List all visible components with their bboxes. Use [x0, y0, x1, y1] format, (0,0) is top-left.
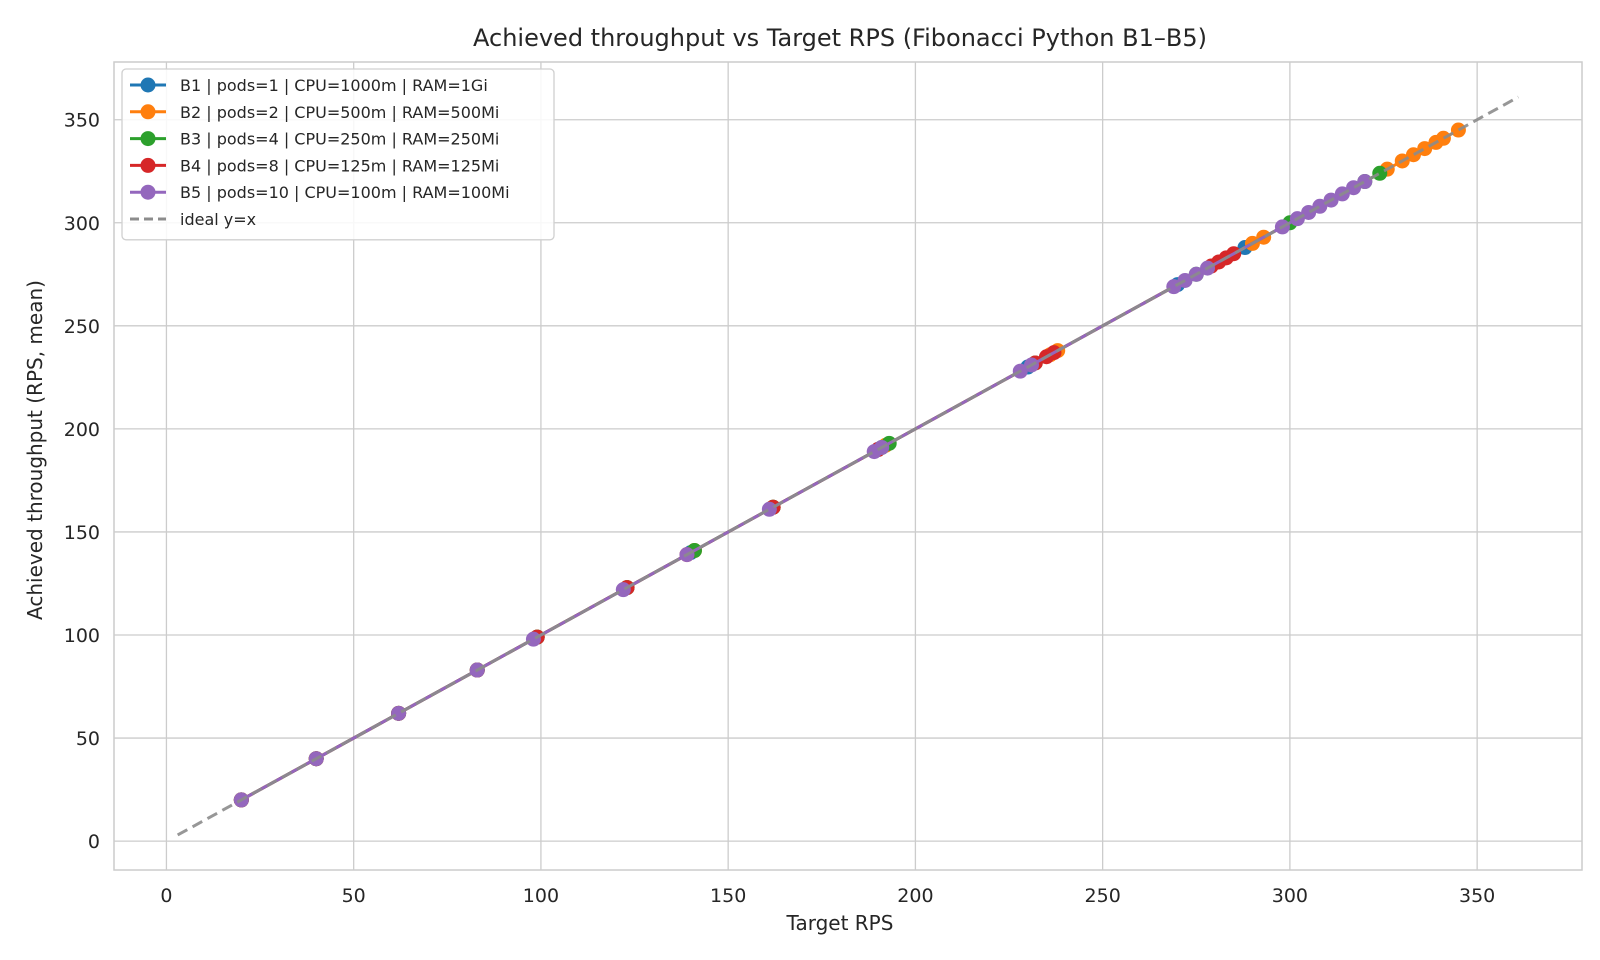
y-tick-label: 200: [64, 419, 100, 441]
legend-marker: [140, 184, 156, 200]
y-tick-label: 150: [64, 522, 100, 544]
legend-marker: [140, 77, 156, 93]
chart-title: Achieved throughput vs Target RPS (Fibon…: [473, 24, 1207, 52]
legend-label: B5 | pods=10 | CPU=100m | RAM=100Mi: [180, 183, 510, 202]
legend: B1 | pods=1 | CPU=1000m | RAM=1Gi B2 | po…: [121, 68, 555, 241]
data-point: [1372, 165, 1388, 181]
plot-area: [176, 95, 1520, 837]
x-tick-label: 350: [1459, 885, 1495, 907]
x-tick-label: 100: [523, 885, 559, 907]
data-point: [1450, 122, 1466, 138]
ideal-reference-line: [176, 95, 1520, 837]
y-tick-label: 50: [76, 728, 100, 750]
y-tick-label: 300: [64, 213, 100, 235]
x-tick-label: 50: [342, 885, 366, 907]
data-point: [525, 631, 541, 647]
grid: [114, 62, 1582, 870]
x-tick-label: 0: [160, 885, 172, 907]
legend-marker: [140, 131, 156, 147]
legend-marker: [140, 157, 156, 173]
data-point: [1357, 174, 1373, 190]
legend-box: [121, 68, 555, 241]
legend-entry: ideal y=x: [130, 210, 256, 229]
legend-entry: B3 | pods=4 | CPU=250m | RAM=250Mi: [130, 130, 499, 149]
y-tick-label: 0: [88, 831, 100, 853]
legend-entry: B4 | pods=8 | CPU=125m | RAM=125Mi: [130, 156, 499, 175]
legend-entry: B5 | pods=10 | CPU=100m | RAM=100Mi: [130, 183, 510, 202]
x-tick-label: 300: [1272, 885, 1308, 907]
x-tick-label: 150: [710, 885, 746, 907]
legend-label: B4 | pods=8 | CPU=125m | RAM=125Mi: [180, 156, 499, 175]
x-tick-label: 250: [1085, 885, 1121, 907]
y-tick-label: 350: [64, 110, 100, 132]
y-tick-label: 250: [64, 316, 100, 338]
legend-entry: B1 | pods=1 | CPU=1000m | RAM=1Gi: [130, 76, 488, 95]
x-tick-label: 200: [897, 885, 933, 907]
legend-marker: [140, 104, 156, 120]
y-axis-label: Achieved throughput (RPS, mean): [23, 280, 47, 620]
legend-label: B1 | pods=1 | CPU=1000m | RAM=1Gi: [180, 76, 488, 95]
legend-entry: B2 | pods=2 | CPU=500m | RAM=500Mi: [130, 103, 499, 122]
legend-label: B3 | pods=4 | CPU=250m | RAM=250Mi: [180, 130, 499, 149]
y-tick-label: 100: [64, 625, 100, 647]
plot-frame: [113, 61, 1583, 871]
legend-label: ideal y=x: [180, 210, 256, 229]
axes: [113, 61, 1583, 871]
tick-labels: 0 50 100 150 200 250 300 350 0 50 100 150 200 250 300 3…: [64, 110, 1496, 907]
legend-label: B2 | pods=2 | CPU=500m | RAM=500Mi: [180, 103, 499, 122]
x-axis-label: Target RPS: [786, 911, 894, 935]
data-point: [1435, 130, 1451, 146]
